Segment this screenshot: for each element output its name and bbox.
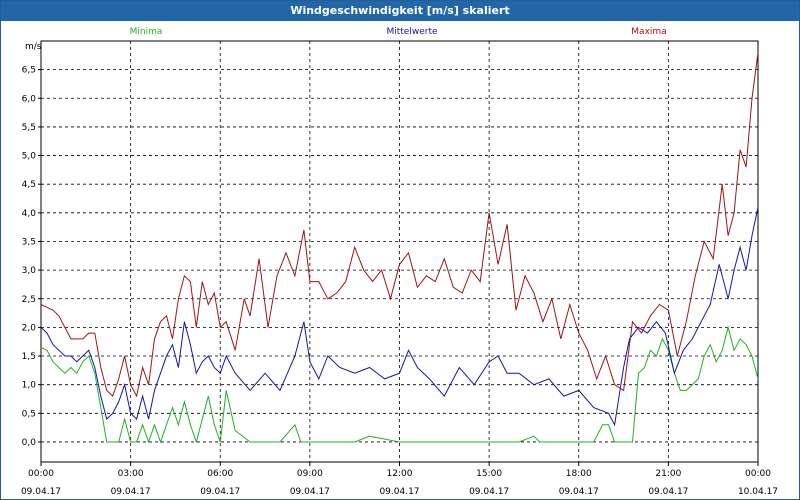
series-line-mittelwerte: [40, 206, 759, 427]
wind-speed-chart: 0,0 0,5 1,0 1,5 2,0 2,5 3,0 3,5 4,0 4,5 5,0 5,5 6,0 6…: [21, 27, 778, 497]
x-tick-time: 03:00: [118, 469, 144, 479]
y-tick-label: 0,0: [22, 438, 37, 448]
x-tick-labels: 00:00 09.04.17 03:00 09.04.17 06:00 09.04.17 0…: [21, 469, 778, 497]
series-line-maxima: [40, 52, 759, 398]
x-tick-date: 09.04.17: [290, 487, 330, 497]
series-lines: [40, 52, 759, 444]
legend: Minima Mittelwerte Maxima: [130, 27, 667, 37]
x-tick-date: 09.04.17: [379, 487, 419, 497]
x-tick-date: 10.04.17: [738, 487, 778, 497]
x-tick-date: 09.04.17: [648, 487, 688, 497]
x-tick-time: 12:00: [387, 469, 413, 479]
x-tick-date: 09.04.17: [559, 487, 599, 497]
x-tick-date: 09.04.17: [111, 487, 151, 497]
plot-frame: [40, 40, 759, 463]
x-tick-date: 09.04.17: [200, 487, 240, 497]
y-tick-label: 1,0: [22, 381, 37, 391]
y-tick-label: 4,0: [22, 209, 37, 219]
y-tick-label: 4,5: [22, 180, 36, 190]
series-line-minima: [40, 325, 759, 444]
y-axis-unit: m/s: [25, 42, 42, 52]
y-tick-label: 0,5: [22, 409, 36, 419]
y-tick-label: 2,5: [22, 295, 36, 305]
y-tick-labels: 0,0 0,5 1,0 1,5 2,0 2,5 3,0 3,5 4,0 4,5 5,0 5,5 6,0 6…: [22, 66, 37, 448]
y-tick-label: 3,0: [22, 266, 37, 276]
y-tick-label: 6,0: [22, 94, 37, 104]
x-tick-time: 00:00: [28, 469, 54, 479]
legend-entry-minima: Minima: [130, 27, 163, 37]
x-tick-date: 09.04.17: [21, 487, 61, 497]
x-tick-time: 06:00: [207, 469, 233, 479]
legend-entry-mittelwerte: Mittelwerte: [386, 27, 437, 37]
y-tick-label: 2,0: [22, 323, 37, 333]
window-title: Windgeschwindigkeit [m/s] skaliert: [1, 1, 799, 21]
y-tick-label: 1,5: [22, 352, 36, 362]
grid-lines: [40, 41, 759, 462]
x-tick-time: 18:00: [566, 469, 592, 479]
x-tick-date: 09.04.17: [469, 487, 509, 497]
y-tick-label: 3,5: [22, 237, 36, 247]
x-tick-time: 09:00: [297, 469, 323, 479]
axes: [38, 40, 759, 466]
y-tick-label: 5,5: [22, 123, 36, 133]
y-tick-label: 6,5: [22, 66, 36, 76]
x-tick-time: 15:00: [476, 469, 502, 479]
x-tick-time: 00:00: [745, 469, 771, 479]
legend-entry-maxima: Maxima: [631, 27, 666, 37]
y-tick-label: 5,0: [22, 152, 37, 162]
x-tick-time: 21:00: [655, 469, 681, 479]
